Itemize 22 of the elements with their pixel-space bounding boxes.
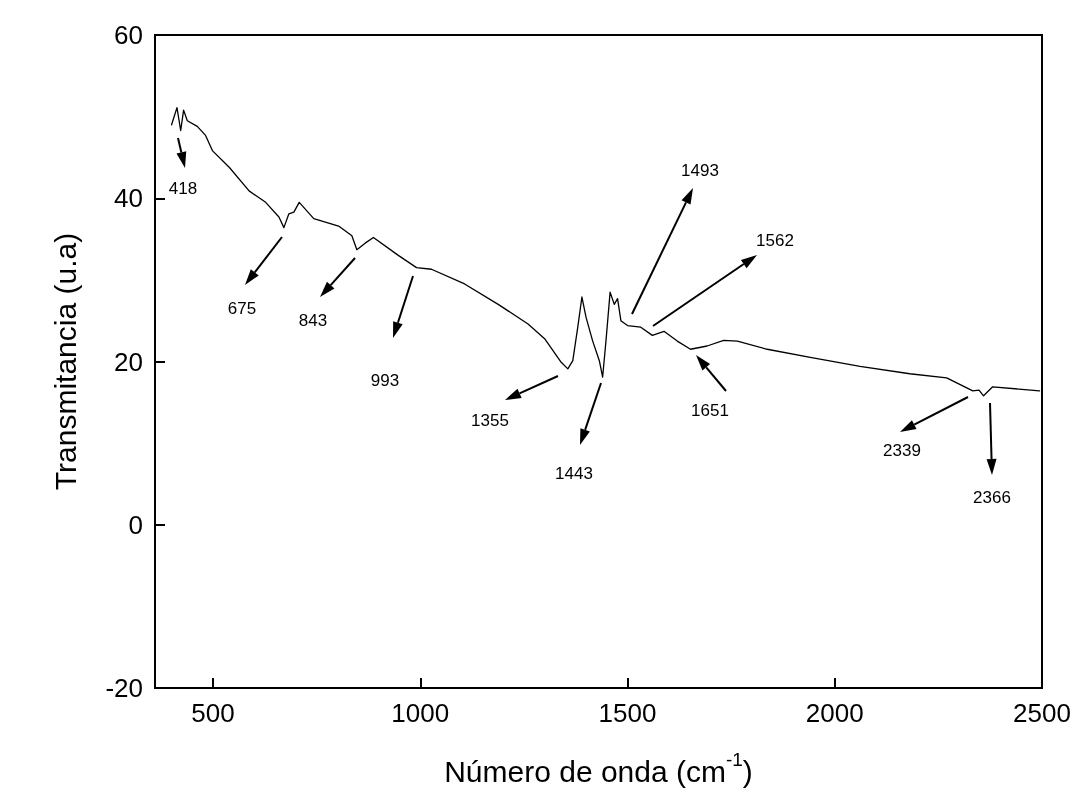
annotation: 1493 <box>681 161 719 180</box>
y-tick-label: 0 <box>128 509 143 540</box>
x-tick-label: 2000 <box>805 698 864 728</box>
annotation: 1651 <box>691 401 729 420</box>
x-tick-label: 1000 <box>391 698 450 728</box>
y-tick-label: 60 <box>114 20 143 50</box>
annotation: 993 <box>370 371 400 390</box>
annotation: 1355 <box>471 411 509 430</box>
y-tick-label: 40 <box>114 183 143 214</box>
y-tick-label: -20 <box>105 673 143 703</box>
x-tick-label: 500 <box>191 698 235 728</box>
annotation: 843 <box>298 311 328 330</box>
annotation: 675 <box>227 299 257 318</box>
x-tick-label: 2500 <box>1013 698 1071 728</box>
y-tick-label: 20 <box>114 346 143 377</box>
annotation: 1443 <box>555 464 593 483</box>
annotation: 2339 <box>883 441 921 460</box>
annotation: 2366 <box>973 488 1011 507</box>
annotation: 1562 <box>756 231 794 250</box>
x-tick-label: 1500 <box>598 698 657 728</box>
y-axis-title: Transmitancia (u.a) <box>48 232 82 491</box>
annotation: 418 <box>168 179 198 198</box>
